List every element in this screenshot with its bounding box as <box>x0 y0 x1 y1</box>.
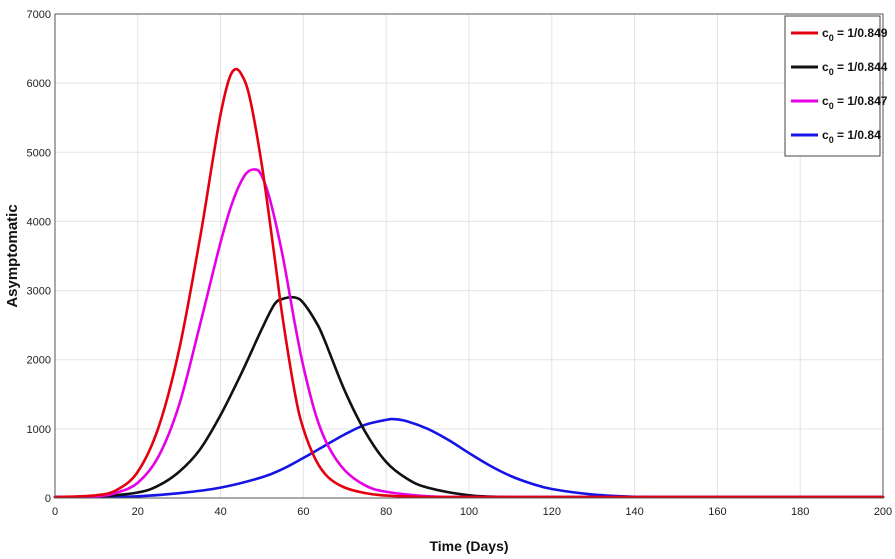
y-tick-label: 0 <box>45 493 51 505</box>
x-tick-label: 20 <box>132 506 144 518</box>
x-tick-label: 120 <box>543 506 561 518</box>
series-line-0 <box>53 67 885 499</box>
x-tick-label: 60 <box>297 506 309 518</box>
x-tick-label: 200 <box>874 506 892 518</box>
x-axis-title: Time (Days) <box>429 538 508 554</box>
y-tick-label: 3000 <box>27 286 51 298</box>
y-tick-label: 7000 <box>27 9 51 21</box>
series-layer <box>53 67 885 499</box>
x-tick-label: 0 <box>52 506 58 518</box>
legend-label-2: c0 = 1/0.847 <box>822 94 888 111</box>
y-tick-label: 2000 <box>27 355 51 367</box>
x-tick-label: 40 <box>214 506 226 518</box>
x-tick-label: 160 <box>708 506 726 518</box>
series-line-3 <box>53 417 885 499</box>
legend-label-3: c0 = 1/0.84 <box>822 128 881 145</box>
x-tick-labels: 0 20 40 60 80 100 120 140 160 180 200 <box>52 506 892 518</box>
x-tick-label: 100 <box>460 506 478 518</box>
y-tick-label: 6000 <box>27 78 51 90</box>
legend: c0 = 1/0.849 c0 = 1/0.844 c0 = 1/0.847 c0 =… <box>784 15 888 157</box>
legend-label-1: c0 = 1/0.844 <box>822 60 888 77</box>
y-tick-label: 4000 <box>27 216 51 228</box>
plot-frame <box>54 13 884 499</box>
legend-box <box>784 15 881 157</box>
x-tick-label: 80 <box>380 506 392 518</box>
x-tick-label: 140 <box>625 506 643 518</box>
legend-label-0: c0 = 1/0.849 <box>822 26 888 43</box>
y-tick-label: 5000 <box>27 147 51 159</box>
y-tick-label: 1000 <box>27 424 51 436</box>
y-axis-title: Asymptomatic <box>4 204 21 307</box>
x-tick-label: 180 <box>791 506 809 518</box>
y-tick-labels: 0 1000 2000 3000 4000 5000 6000 7000 <box>27 9 51 505</box>
